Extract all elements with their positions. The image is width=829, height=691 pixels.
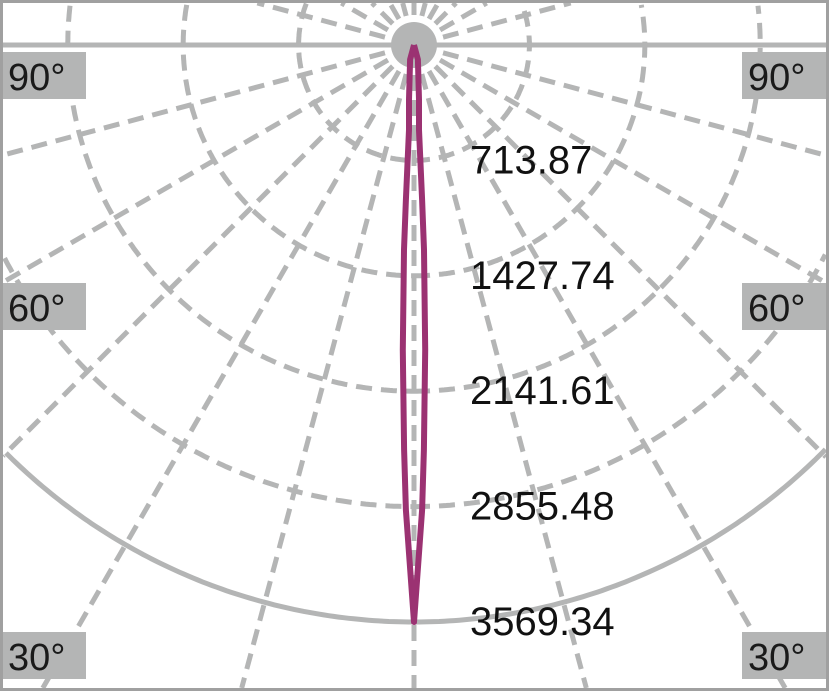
radial-tick-label: 2855.48 bbox=[470, 485, 615, 529]
spoke-line bbox=[426, 69, 788, 690]
intensity-curve-group bbox=[399, 44, 429, 625]
radial-labels: 713.87 1427.74 2141.61 2855.48 3569.34 bbox=[470, 138, 615, 644]
radial-tick-label: 713.87 bbox=[470, 138, 592, 182]
angle-label-box-left bbox=[3, 632, 86, 679]
angle-label-box-right bbox=[742, 283, 826, 330]
spoke-line bbox=[239, 73, 409, 689]
spoke-line bbox=[442, 50, 827, 158]
ring-line bbox=[296, 2, 532, 163]
angle-label-right: 60° bbox=[748, 288, 805, 330]
angle-label-box-left bbox=[3, 283, 86, 330]
angle-label-box-right bbox=[742, 52, 826, 99]
spoke-line bbox=[370, 1, 395, 26]
radial-tick-label: 1427.74 bbox=[470, 254, 615, 298]
radial-tick-label: 2141.61 bbox=[470, 369, 615, 413]
ring-line bbox=[65, 5, 763, 394]
spoke-line bbox=[433, 1, 458, 26]
angle-label-left: 60° bbox=[8, 288, 65, 330]
outer-ring bbox=[4, 447, 828, 625]
spoke-line bbox=[256, 0, 386, 40]
spoke-line bbox=[438, 0, 488, 33]
spoke-line bbox=[387, 1, 402, 21]
angle-label-right: 90° bbox=[748, 57, 805, 99]
spoke-line bbox=[340, 0, 390, 33]
angle-label-box-right bbox=[742, 632, 826, 679]
radial-tick-label: 3569.34 bbox=[470, 600, 615, 644]
spoke-line bbox=[419, 73, 589, 689]
spoke-line bbox=[433, 64, 828, 459]
angle-labels: 90° 60° 30° 90° 60° 30° bbox=[3, 52, 826, 679]
angle-label-left: 90° bbox=[8, 57, 65, 99]
spoke-line bbox=[40, 69, 402, 690]
spoke-line bbox=[426, 1, 441, 21]
intensity-curve bbox=[399, 44, 429, 625]
ring-line bbox=[180, 4, 648, 279]
spoke-line bbox=[442, 0, 572, 40]
spoke-line bbox=[1, 64, 395, 458]
spoke-line bbox=[2, 50, 386, 158]
spoke-line bbox=[419, 2, 428, 17]
angle-label-left: 30° bbox=[8, 637, 65, 679]
angle-label-box-left bbox=[3, 52, 86, 99]
spoke-line bbox=[400, 2, 409, 17]
angle-label-right: 30° bbox=[748, 637, 805, 679]
